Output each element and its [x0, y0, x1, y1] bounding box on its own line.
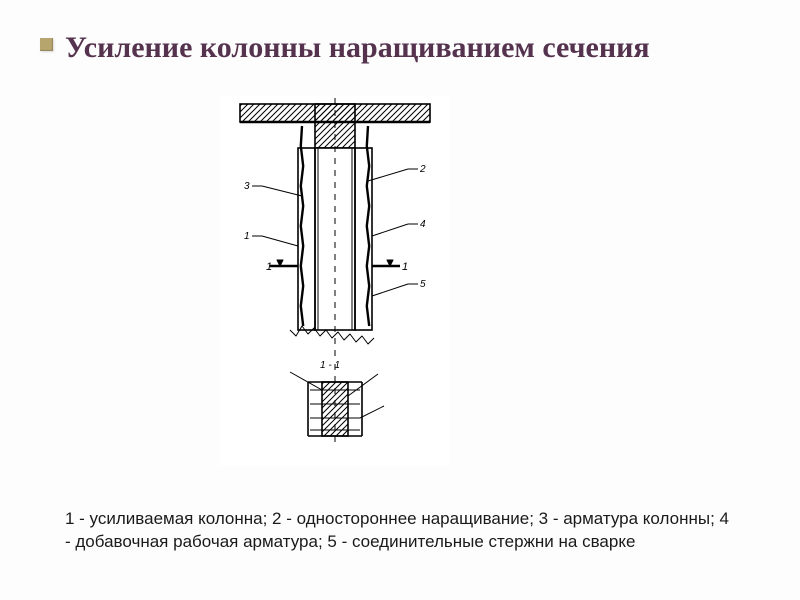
svg-text:4: 4 [420, 219, 426, 230]
svg-text:5: 5 [420, 279, 426, 290]
slide-title: Усиление колонны наращиванием сечения [65, 30, 735, 66]
svg-text:1: 1 [244, 231, 250, 242]
svg-text:2: 2 [419, 164, 426, 175]
engineering-figure: 1 1 3 1 2 4 5 1 - 1 [220, 96, 450, 466]
svg-text:1: 1 [402, 261, 408, 273]
figure-caption: 1 - усиливаемая колонна; 2 - односторонн… [65, 508, 735, 554]
svg-text:3: 3 [244, 181, 250, 192]
title-bullet [40, 38, 53, 51]
svg-text:1 - 1: 1 - 1 [320, 360, 340, 371]
svg-text:1: 1 [266, 261, 272, 273]
